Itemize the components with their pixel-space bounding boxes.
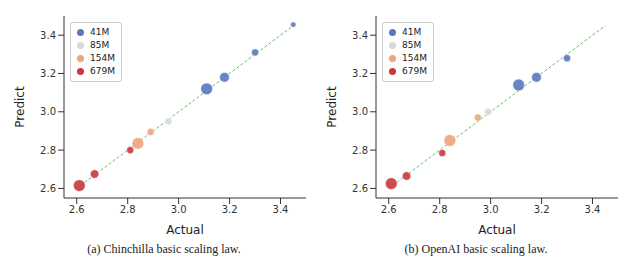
svg-text:2.8: 2.8	[432, 204, 448, 215]
svg-text:3.0: 3.0	[483, 204, 499, 215]
svg-text:3.0: 3.0	[352, 106, 368, 117]
html-text:41M: 41M	[90, 27, 110, 37]
svg-text:3.0: 3.0	[171, 204, 187, 215]
html-text:85M: 85M	[90, 40, 110, 50]
svg-text:3.4: 3.4	[40, 30, 56, 41]
html-text:154M: 154M	[90, 53, 115, 63]
svg-text:3.2: 3.2	[222, 204, 238, 215]
html-text:679M: 679M	[90, 66, 115, 76]
svg-text:Actual: Actual	[478, 223, 516, 237]
svg-text:2.8: 2.8	[352, 145, 368, 156]
svg-text:Actual: Actual	[166, 223, 204, 237]
svg-text:2.8: 2.8	[120, 204, 136, 215]
svg-text:2.6: 2.6	[381, 204, 397, 215]
html-text:154M: 154M	[402, 53, 427, 63]
svg-text:2.6: 2.6	[40, 183, 56, 194]
html-text:679M: 679M	[402, 66, 427, 76]
svg-text:Predict: Predict	[325, 86, 339, 128]
svg-text:3.2: 3.2	[534, 204, 550, 215]
svg-text:3.4: 3.4	[585, 204, 601, 215]
svg-text:3.2: 3.2	[40, 68, 56, 79]
svg-text:3.2: 3.2	[352, 68, 368, 79]
svg-text:2.8: 2.8	[40, 145, 56, 156]
svg-text:Predict: Predict	[13, 86, 27, 128]
html-text:(b) OpenAI basic scaling law.: (b) OpenAI basic scaling law.	[404, 242, 548, 256]
html-text:41M: 41M	[402, 27, 422, 37]
svg-text:3.4: 3.4	[273, 204, 289, 215]
html-text:(a) Chinchilla basic scaling l: (a) Chinchilla basic scaling law.	[87, 242, 241, 256]
svg-text:2.6: 2.6	[69, 204, 85, 215]
svg-text:3.0: 3.0	[40, 106, 56, 117]
svg-text:3.4: 3.4	[352, 30, 368, 41]
svg-text:2.6: 2.6	[352, 183, 368, 194]
html-text:85M: 85M	[402, 40, 422, 50]
